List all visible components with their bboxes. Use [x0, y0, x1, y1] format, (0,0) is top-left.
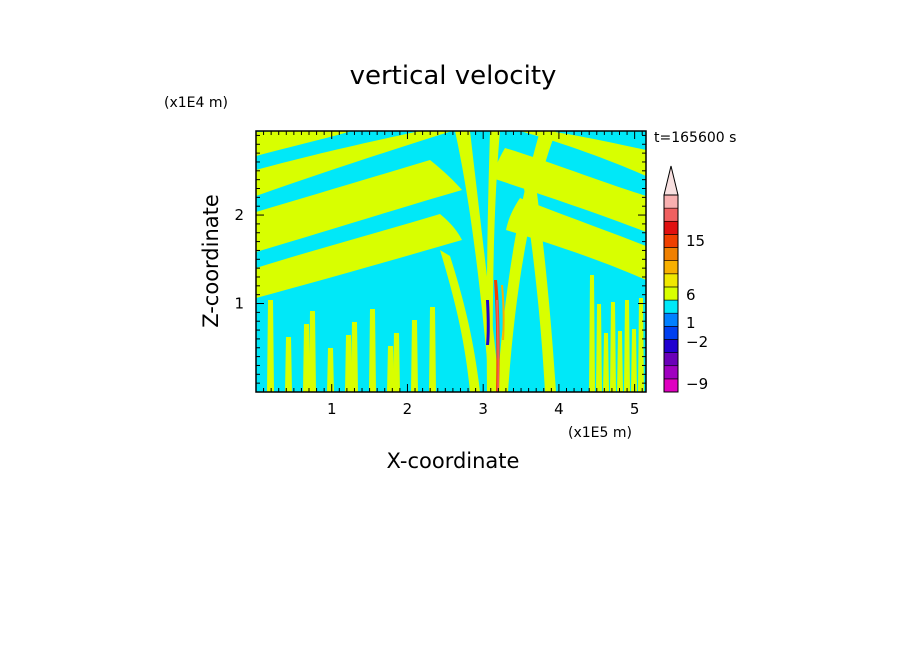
positive-band	[497, 131, 556, 392]
downdraft-core	[486, 300, 490, 345]
positive-band	[589, 275, 595, 392]
positive-band	[631, 329, 637, 392]
updraft-flank	[501, 285, 505, 340]
updraft-core-strong	[496, 300, 499, 392]
positive-band	[256, 131, 452, 196]
x-axis: 1 2 3 4 5	[255, 131, 643, 418]
positive-band	[345, 335, 352, 392]
positive-band	[369, 309, 376, 392]
x-axis-label: X-coordinate	[387, 449, 520, 473]
positive-band	[596, 304, 602, 392]
positive-band	[309, 311, 316, 392]
colorbar-level	[663, 299, 679, 314]
colorbar-level	[663, 247, 679, 261]
positive-band	[429, 307, 436, 392]
positive-band	[624, 300, 630, 392]
colorbar-level	[663, 273, 679, 288]
positive-band	[520, 131, 646, 176]
positive-band	[387, 346, 394, 392]
positive-band	[520, 160, 556, 392]
colorbar-level	[663, 286, 679, 301]
colorbar-level	[663, 326, 679, 340]
colorbar-frame	[663, 194, 679, 393]
time-label: t=165600 s	[654, 130, 736, 146]
colorbar-level	[663, 365, 679, 380]
colorbar-level	[663, 194, 679, 209]
colorbar-level	[663, 220, 679, 235]
positive-band	[303, 324, 310, 392]
y-tick-label: 2	[234, 206, 244, 224]
colorbar-label: 1	[686, 314, 696, 332]
colorbar-level	[663, 312, 679, 327]
y-tick-label: 1	[234, 295, 244, 313]
positive-band	[603, 333, 609, 392]
positive-band	[506, 198, 646, 280]
colorbar-label: 6	[686, 286, 696, 304]
positive-band	[285, 337, 292, 392]
colorbar-level	[663, 352, 679, 367]
positive-band	[267, 300, 274, 392]
positive-band	[256, 214, 462, 298]
positive-band	[351, 322, 358, 392]
x-tick-label: 3	[478, 400, 488, 418]
y-unit-label: (x1E4 m)	[164, 95, 228, 111]
y-axis: 12	[234, 134, 646, 393]
colorbar: 15 6 1−2 −9	[663, 165, 708, 393]
colorbar-level	[663, 234, 679, 248]
x-tick-label: 1	[327, 400, 337, 418]
colorbar-label: −2	[686, 333, 708, 351]
positive-band	[393, 333, 400, 392]
positive-band	[327, 348, 334, 392]
y-axis-label: Z-coordinate	[199, 194, 223, 328]
x-tick-label: 2	[403, 400, 413, 418]
colorbar-label: −9	[686, 375, 708, 393]
colorbar-level	[663, 260, 679, 275]
chart-title: vertical velocity	[350, 61, 557, 91]
colorbar-extend-arrow	[663, 165, 679, 196]
x-tick-label: 4	[554, 400, 564, 418]
positive-band	[256, 131, 352, 156]
x-unit-label: (x1E5 m)	[568, 425, 632, 441]
plume-core	[486, 280, 505, 392]
positive-velocity-bands	[256, 131, 646, 392]
positive-band	[486, 131, 500, 392]
positive-band	[610, 302, 616, 392]
x-tick-label: 5	[630, 400, 640, 418]
colorbar-level	[663, 339, 679, 353]
colorbar-level	[663, 207, 679, 222]
contour-field	[256, 131, 646, 392]
positive-band	[411, 320, 418, 392]
colorbar-label: 15	[686, 232, 705, 250]
plot-frame	[255, 130, 647, 393]
positive-band	[256, 160, 462, 252]
positive-band	[440, 250, 480, 392]
colorbar-level	[663, 378, 679, 393]
positive-band	[617, 331, 623, 392]
